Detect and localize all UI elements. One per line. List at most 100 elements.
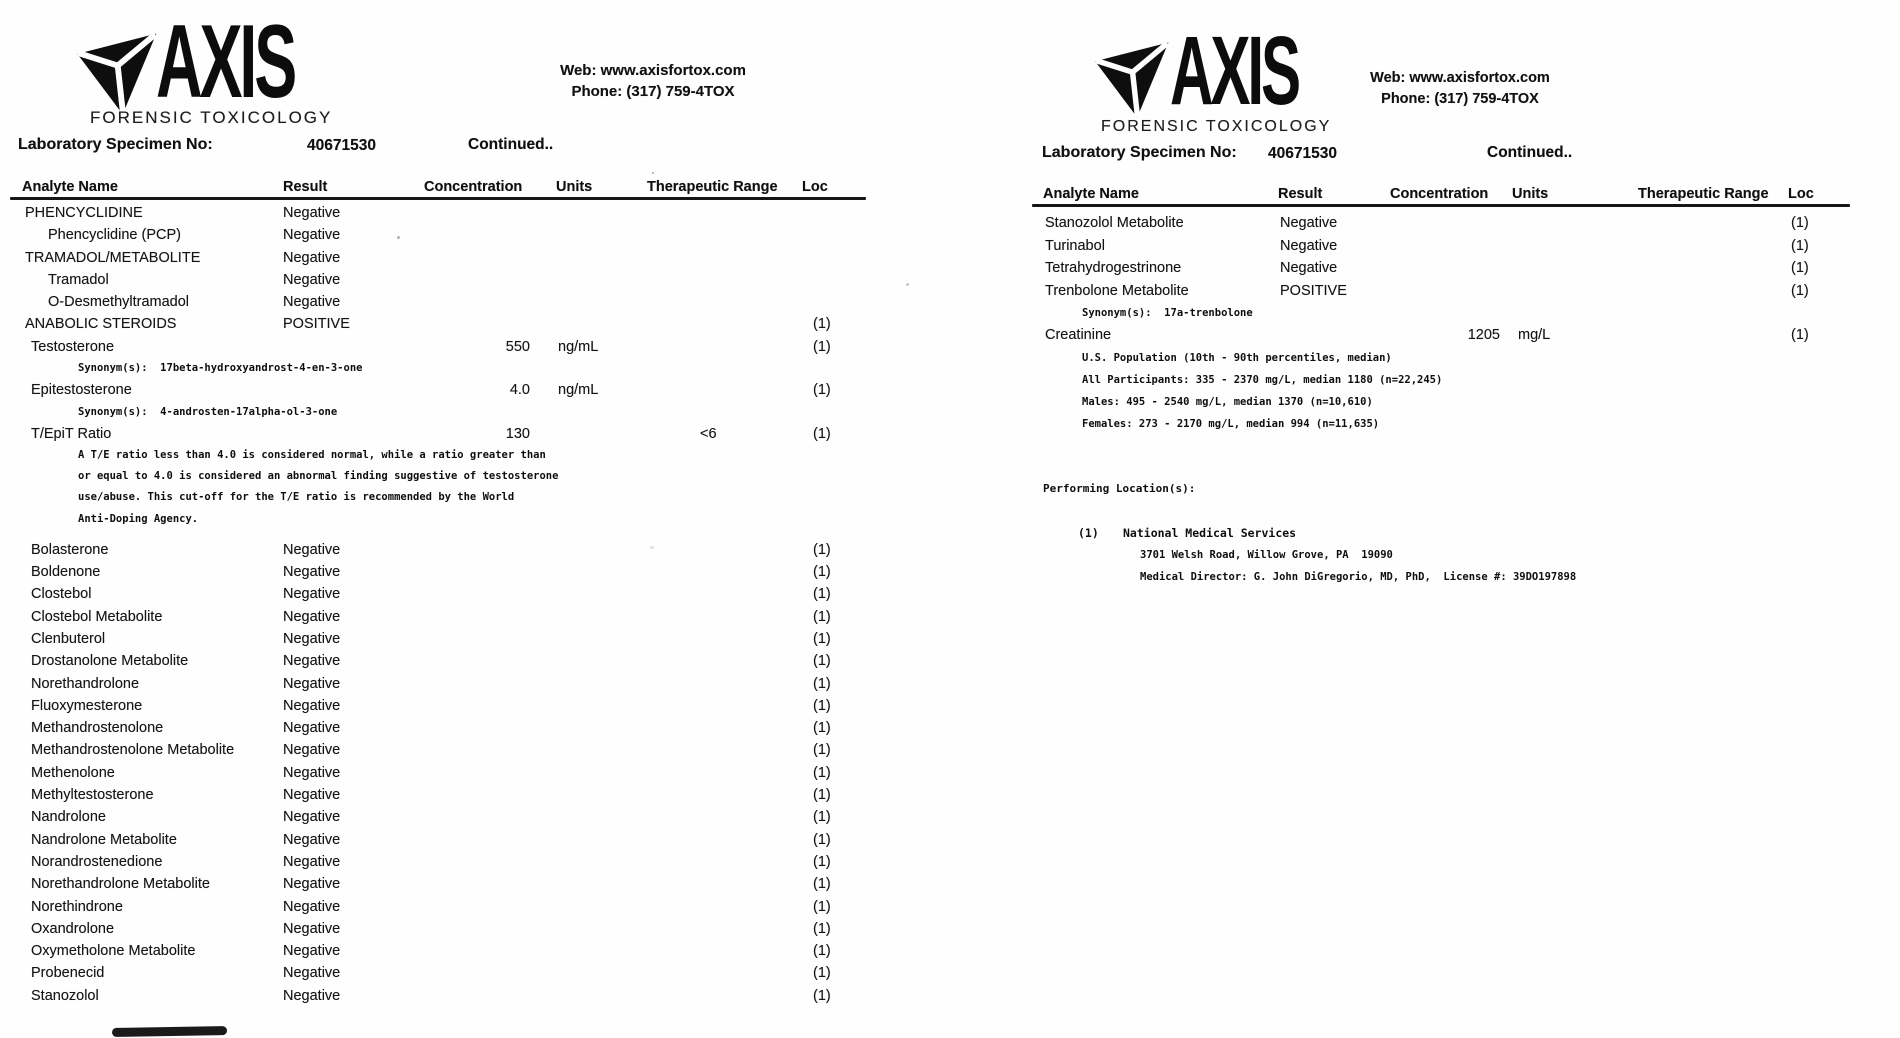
loc-value: (1) — [813, 965, 831, 982]
loc-value: (1) — [813, 720, 831, 737]
result-value: POSITIVE — [283, 316, 350, 333]
table-row: ANABOLIC STEROIDS POSITIVE (1) — [0, 313, 960, 335]
table-row: Clostebol Metabolite Negative (1) — [0, 606, 960, 628]
loc-value: (1) — [813, 653, 831, 670]
result-value: Negative — [283, 586, 341, 603]
analyte-name: Stanozolol — [31, 987, 99, 1004]
table-row: Epitestosterone 4.0 ng/mL (1) — [0, 379, 960, 401]
brand-subtitle: FORENSIC TOXICOLOGY — [90, 108, 333, 127]
scan-speck — [652, 172, 654, 174]
specimen-label: Laboratory Specimen No: — [1042, 144, 1237, 161]
table-row: Turinabol Negative (1) — [1040, 235, 1900, 258]
table-row: Clenbuterol Negative (1) — [0, 628, 960, 650]
analyte-name: Bolasterone — [31, 541, 109, 558]
result-value: Negative — [283, 675, 341, 692]
table-row: Phencyclidine (PCP) Negative — [0, 224, 960, 246]
result-value: Negative — [283, 943, 341, 960]
loc-value: (1) — [813, 764, 831, 781]
analyte-name: Creatinine — [1045, 327, 1112, 344]
loc-value: (1) — [813, 742, 831, 759]
loc-value: (1) — [813, 630, 831, 647]
result-value: Negative — [283, 720, 341, 737]
result-value: Negative — [283, 294, 341, 311]
loc-value: (1) — [813, 316, 831, 333]
analyte-name: Clostebol — [31, 586, 92, 603]
table-row: Clostebol Negative (1) — [0, 583, 960, 605]
table-row: TRAMADOL/METABOLITE Negative — [0, 247, 960, 269]
scan-speck — [906, 283, 909, 286]
loc-value: (1) — [813, 876, 831, 893]
web-line: Web: www.axisfortox.com — [560, 62, 746, 79]
loc-value: (1) — [813, 541, 831, 558]
loc-value: (1) — [813, 697, 831, 714]
table-row: Methandrostenolone Metabolite Negative (1) — [0, 739, 960, 761]
column-header-range: Therapeutic Range — [1638, 186, 1769, 202]
loc-value: (1) — [813, 987, 831, 1004]
performing-locations-title: Performing Location(s): — [1043, 482, 1196, 495]
result-value: POSITIVE — [1280, 282, 1347, 299]
analyte-name: PHENCYCLIDINE — [25, 205, 143, 221]
table-row: Stanozolol Negative (1) — [0, 985, 960, 1007]
result-value: Negative — [283, 697, 341, 714]
report-page-left: AXIS FORENSIC TOXICOLOGY Web: www.axisfo… — [0, 4, 960, 1007]
result-value: Negative — [283, 876, 341, 893]
table-row: Nandrolone Metabolite Negative (1) — [0, 829, 960, 851]
loc-value: (1) — [813, 382, 831, 399]
table-note-line: All Participants: 335 - 2370 mg/L, media… — [1082, 373, 1443, 386]
result-value: Negative — [283, 853, 341, 870]
result-value: Negative — [1280, 215, 1338, 231]
table-row: Drostanolone Metabolite Negative (1) — [0, 650, 960, 672]
analyte-name: Trenbolone Metabolite — [1045, 282, 1189, 299]
units-value: mg/L — [1518, 327, 1551, 344]
result-value: Negative — [283, 541, 341, 558]
loc-value: (1) — [813, 787, 831, 804]
table-row: Fluoxymesterone Negative (1) — [0, 695, 960, 717]
specimen-number: 40671530 — [1268, 145, 1337, 162]
result-value: Negative — [283, 608, 341, 625]
analyte-name: T/EpiT Ratio — [31, 425, 112, 442]
column-header-loc: Loc — [802, 179, 828, 195]
brand-wordmark: AXIS — [156, 4, 297, 120]
table-row: Creatinine 1205 mg/L (1) — [1040, 324, 1900, 347]
results-table-right: Stanozolol Metabolite Negative (1) Turinabo… — [1040, 212, 1900, 435]
concentration-value: 550 — [505, 338, 530, 355]
table-row: Oxymetholone Metabolite Negative (1) — [0, 940, 960, 962]
loc-value: (1) — [813, 675, 831, 692]
therapeutic-range-value: <6 — [700, 425, 717, 442]
table-row: Oxandrolone Negative (1) — [0, 918, 960, 940]
result-value: Negative — [1280, 260, 1338, 277]
analyte-name: Boldenone — [31, 564, 101, 581]
loc-value: (1) — [1791, 215, 1809, 231]
scan-speck — [397, 236, 400, 239]
specimen-number: 40671530 — [307, 137, 376, 154]
result-value: Negative — [283, 653, 341, 670]
scan-speck — [650, 546, 654, 549]
table-row: Probenecid Negative (1) — [0, 962, 960, 984]
result-value: Negative — [1280, 237, 1338, 254]
units-value: ng/mL — [558, 382, 599, 399]
table-row: Tramadol Negative — [0, 269, 960, 291]
loc-value: (1) — [813, 338, 831, 355]
loc-value: (1) — [813, 943, 831, 960]
table-row: PHENCYCLIDINE Negative — [0, 202, 960, 224]
loc-value: (1) — [1791, 237, 1809, 254]
table-row: Bolasterone Negative (1) — [0, 539, 960, 561]
concentration-value: 1205 — [1467, 327, 1500, 344]
performing-location-director: Medical Director: G. John DiGregorio, MD… — [1140, 571, 1577, 583]
loc-value: (1) — [813, 809, 831, 826]
loc-value: (1) — [813, 425, 831, 442]
result-value: Negative — [283, 742, 341, 759]
analyte-name: Norandrostenedione — [31, 853, 163, 870]
result-value: Negative — [283, 564, 341, 581]
continued-label: Continued.. — [468, 136, 554, 153]
analyte-name: O-Desmethyltramadol — [48, 294, 190, 311]
loc-value: (1) — [813, 608, 831, 625]
performing-location-address: 3701 Welsh Road, Willow Grove, PA 19090 — [1140, 549, 1393, 561]
table-row: Methyltestosterone Negative (1) — [0, 784, 960, 806]
analyte-name: Phencyclidine (PCP) — [48, 227, 181, 244]
table-note-line: Synonym(s): 4-androsten-17alpha-ol-3-one — [78, 405, 338, 418]
column-header-units: Units — [1512, 186, 1549, 202]
column-header-result: Result — [283, 179, 328, 195]
analyte-name: Oxymetholone Metabolite — [31, 943, 196, 960]
table-note-line: Synonym(s): 17a-trenbolone — [1082, 307, 1253, 320]
